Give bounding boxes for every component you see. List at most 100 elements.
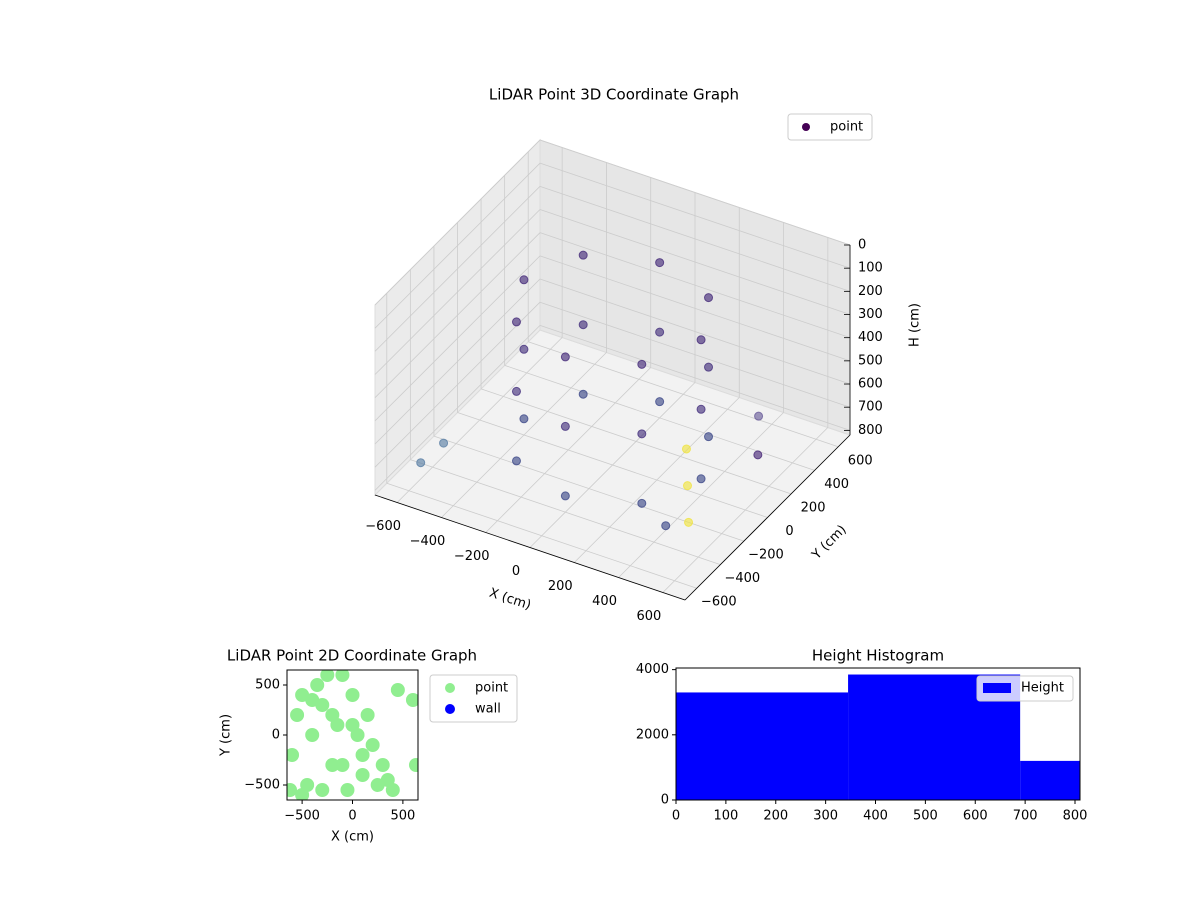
point [287, 783, 298, 797]
x-tick-label: 500 [390, 809, 415, 824]
point [704, 362, 714, 372]
point [385, 783, 400, 797]
grid-line [539, 301, 851, 408]
point [696, 335, 706, 345]
point [375, 758, 390, 772]
point [704, 432, 714, 442]
point [340, 783, 355, 797]
x-tick-label: 800 [1063, 809, 1088, 824]
point [578, 389, 588, 399]
grid-line [539, 185, 851, 292]
y-tick-label: 2000 [636, 727, 669, 742]
point [335, 670, 350, 682]
x-tick-label: 200 [548, 579, 573, 594]
point [310, 678, 325, 692]
point [325, 708, 340, 722]
point [355, 748, 370, 762]
x-tick-label: −200 [454, 549, 490, 564]
bar [1020, 760, 1080, 800]
point [511, 456, 521, 466]
bar [676, 692, 849, 800]
chart-title: Height Histogram [812, 647, 944, 665]
point [578, 250, 588, 260]
x-tick-label: 0 [672, 809, 680, 824]
point [519, 275, 529, 285]
y-tick-label: 0 [785, 524, 793, 539]
x-tick-label: 600 [636, 609, 661, 624]
z-axis-label: H (cm) [908, 303, 923, 347]
x-tick-label: 0 [512, 564, 520, 579]
x-tick-label: 300 [813, 809, 838, 824]
legend-marker [802, 123, 810, 131]
grid-line [539, 209, 851, 315]
point [335, 758, 350, 772]
y-tick-label: −400 [724, 571, 760, 586]
grid-line [504, 364, 815, 471]
point [704, 293, 714, 303]
z-tick-label: 500 [858, 353, 883, 368]
y-tick-label: 500 [255, 678, 280, 693]
grid-line [539, 324, 851, 431]
y-axis-line [684, 434, 851, 601]
x-tick-label: 400 [863, 809, 888, 824]
point [305, 728, 320, 742]
x-tick-label: 100 [713, 809, 738, 824]
point [560, 421, 570, 431]
x-tick-label: −500 [284, 809, 320, 824]
y-tick-label: 200 [801, 500, 826, 515]
y-axis-label: Y (cm) [809, 522, 850, 563]
x-axis-line [374, 494, 686, 601]
point [753, 450, 763, 460]
point [355, 768, 370, 782]
point [637, 359, 647, 369]
grid-line [528, 341, 839, 448]
grid-line [386, 482, 697, 589]
point [439, 438, 449, 448]
grid-line [539, 232, 851, 339]
point [405, 693, 418, 707]
point [661, 521, 671, 531]
y-tick-label: −600 [701, 595, 737, 610]
point [683, 481, 692, 491]
grid-line [374, 162, 541, 329]
y-tick-label: −200 [748, 548, 784, 563]
point [578, 320, 588, 330]
grid-line [410, 459, 721, 566]
y-axis-label: Y (cm) [219, 714, 234, 757]
y-tick-label: 400 [824, 477, 849, 492]
point [560, 352, 570, 362]
plot-points [287, 670, 418, 800]
z-tick-label: 700 [858, 400, 883, 415]
point [696, 474, 706, 484]
point [655, 397, 665, 407]
grid-line [374, 186, 541, 352]
y-tick-label: 4000 [636, 662, 669, 677]
x-tick-label: 200 [763, 809, 788, 824]
y-tick-label: −500 [244, 778, 280, 793]
grid-line [374, 209, 541, 375]
point [560, 491, 570, 501]
legend-box [976, 675, 1074, 702]
point [416, 458, 426, 468]
point [287, 748, 300, 762]
point [290, 708, 305, 722]
point [519, 344, 529, 354]
z-tick-label: 600 [858, 377, 883, 392]
legend-box [429, 674, 518, 723]
x-tick-label: −600 [365, 519, 401, 534]
x-tick-label: 600 [963, 809, 988, 824]
point [295, 788, 310, 800]
point [325, 758, 340, 772]
grid-line [374, 325, 541, 491]
point [681, 444, 691, 454]
chart-title: LiDAR Point 3D Coordinate Graph [489, 86, 739, 104]
legend-label: wall [475, 702, 501, 717]
grid-line [374, 278, 541, 445]
point [684, 517, 694, 527]
point [637, 498, 647, 508]
grid-line [374, 139, 541, 306]
legend-label: Height [1021, 681, 1064, 696]
plot-frame [675, 667, 1081, 801]
y-tick-label: 0 [661, 793, 669, 808]
